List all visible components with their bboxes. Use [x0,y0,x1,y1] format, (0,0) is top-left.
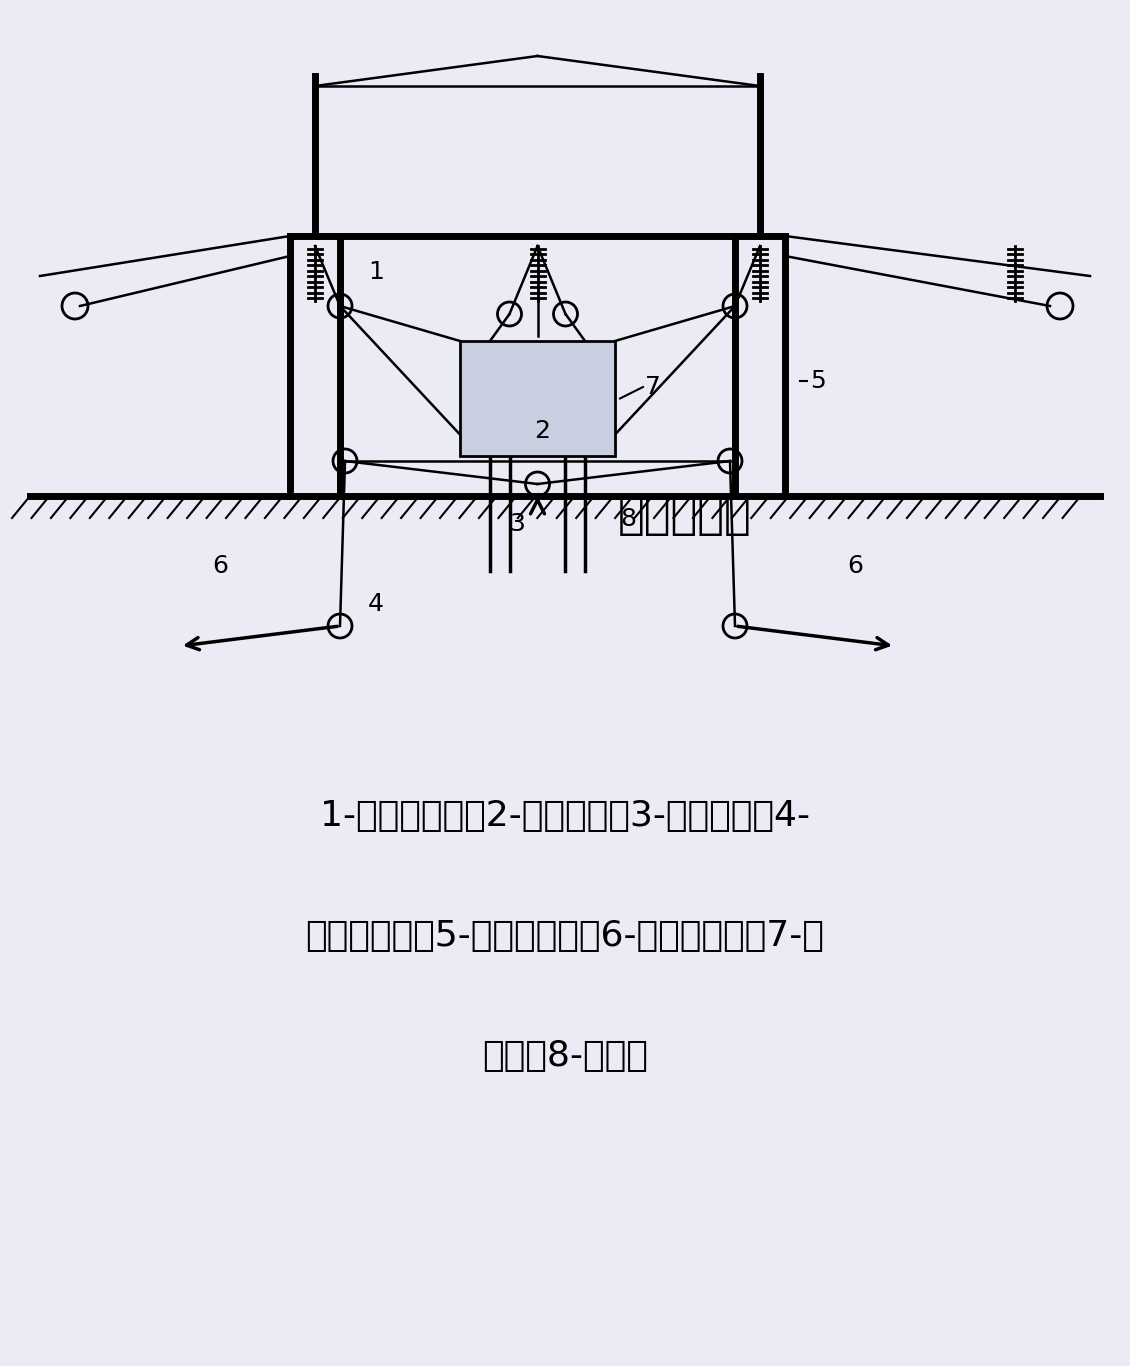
Text: 叉梁；8-下叉梁: 叉梁；8-下叉梁 [483,1040,647,1074]
Text: 下起吊滑车；5-起吊钢丝绳；6-控制钢丝绳；7-上: 下起吊滑车；5-起吊钢丝绳；6-控制钢丝绳；7-上 [305,919,825,953]
Text: 6: 6 [212,555,228,578]
Text: 2: 2 [534,419,550,443]
Text: 8: 8 [620,507,636,531]
Text: 1-上起吊滑车；2-转向滑车；3-平衡滑车；4-: 1-上起吊滑车；2-转向滑车；3-平衡滑车；4- [320,799,810,833]
Bar [460,342,615,456]
Text: 5: 5 [810,369,826,393]
Text: 3: 3 [510,512,525,535]
Text: 4: 4 [368,591,384,616]
Text: 7: 7 [645,376,661,399]
Text: 6: 6 [848,555,863,578]
Text: 1: 1 [368,260,384,284]
Text: 至牵引设备: 至牵引设备 [617,494,751,537]
